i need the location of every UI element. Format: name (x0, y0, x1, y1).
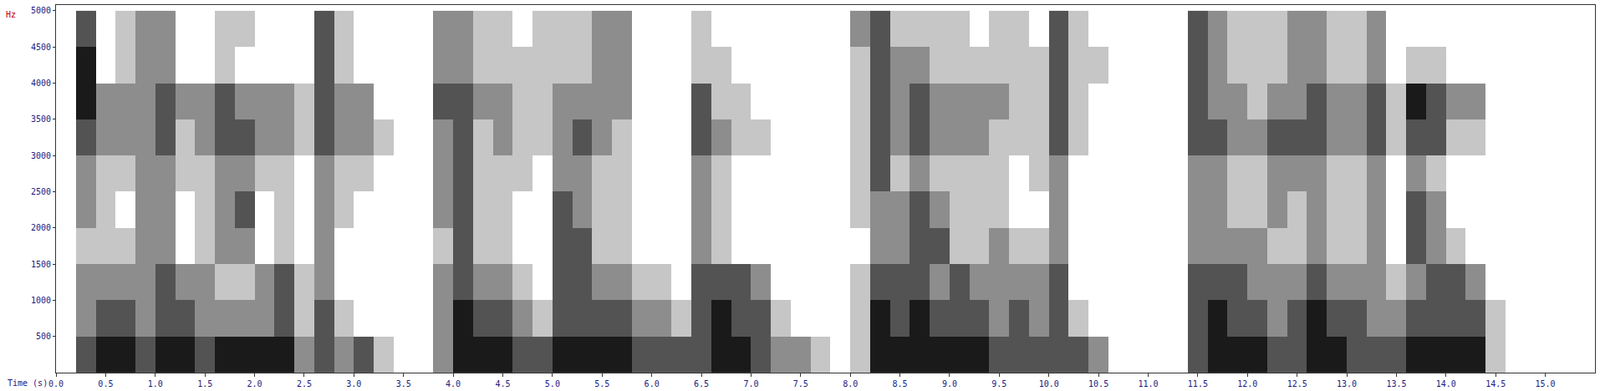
svg-text:2500: 2500 (30, 187, 51, 197)
svg-text:0.0: 0.0 (48, 379, 64, 389)
svg-text:0.5: 0.5 (97, 379, 113, 389)
svg-text:500: 500 (35, 331, 51, 342)
svg-text:10.0: 10.0 (1039, 379, 1060, 389)
svg-text:2.5: 2.5 (296, 379, 312, 389)
svg-text:Time (s): Time (s) (7, 378, 48, 388)
svg-text:10.5: 10.5 (1088, 379, 1109, 389)
svg-text:11.5: 11.5 (1187, 379, 1208, 389)
svg-text:2000: 2000 (30, 223, 51, 233)
svg-text:5000: 5000 (30, 5, 51, 16)
svg-text:5.0: 5.0 (545, 379, 561, 389)
svg-text:8.0: 8.0 (842, 379, 858, 389)
svg-text:15.0: 15.0 (1535, 379, 1556, 389)
svg-text:12.5: 12.5 (1287, 379, 1308, 389)
svg-text:4500: 4500 (30, 42, 51, 52)
svg-text:9.5: 9.5 (991, 379, 1007, 389)
svg-text:2.0: 2.0 (247, 379, 263, 389)
svg-text:13.5: 13.5 (1385, 379, 1407, 389)
svg-text:13.0: 13.0 (1336, 379, 1357, 389)
svg-text:6.5: 6.5 (693, 379, 709, 389)
svg-text:3.5: 3.5 (396, 379, 412, 389)
svg-text:4.0: 4.0 (445, 379, 461, 389)
svg-text:1.5: 1.5 (197, 379, 213, 389)
svg-text:4000: 4000 (30, 78, 51, 88)
svg-text:3.0: 3.0 (346, 379, 362, 389)
svg-text:11.0: 11.0 (1137, 379, 1158, 389)
svg-text:3000: 3000 (30, 151, 51, 161)
svg-text:14.5: 14.5 (1485, 379, 1506, 389)
svg-text:1.0: 1.0 (147, 379, 164, 389)
svg-text:7.5: 7.5 (793, 379, 809, 389)
svg-text:5.5: 5.5 (594, 379, 610, 389)
svg-text:7.0: 7.0 (743, 379, 759, 389)
svg-text:6.0: 6.0 (644, 379, 660, 389)
svg-text:8.5: 8.5 (892, 379, 908, 389)
svg-text:12.0: 12.0 (1237, 379, 1258, 389)
svg-text:9.0: 9.0 (942, 379, 958, 389)
svg-text:3500: 3500 (30, 114, 51, 124)
svg-text:4.5: 4.5 (494, 379, 510, 389)
svg-text:1000: 1000 (30, 295, 51, 306)
svg-text:14.0: 14.0 (1436, 379, 1457, 389)
svg-text:Hz: Hz (5, 10, 16, 20)
svg-text:1500: 1500 (30, 259, 51, 270)
